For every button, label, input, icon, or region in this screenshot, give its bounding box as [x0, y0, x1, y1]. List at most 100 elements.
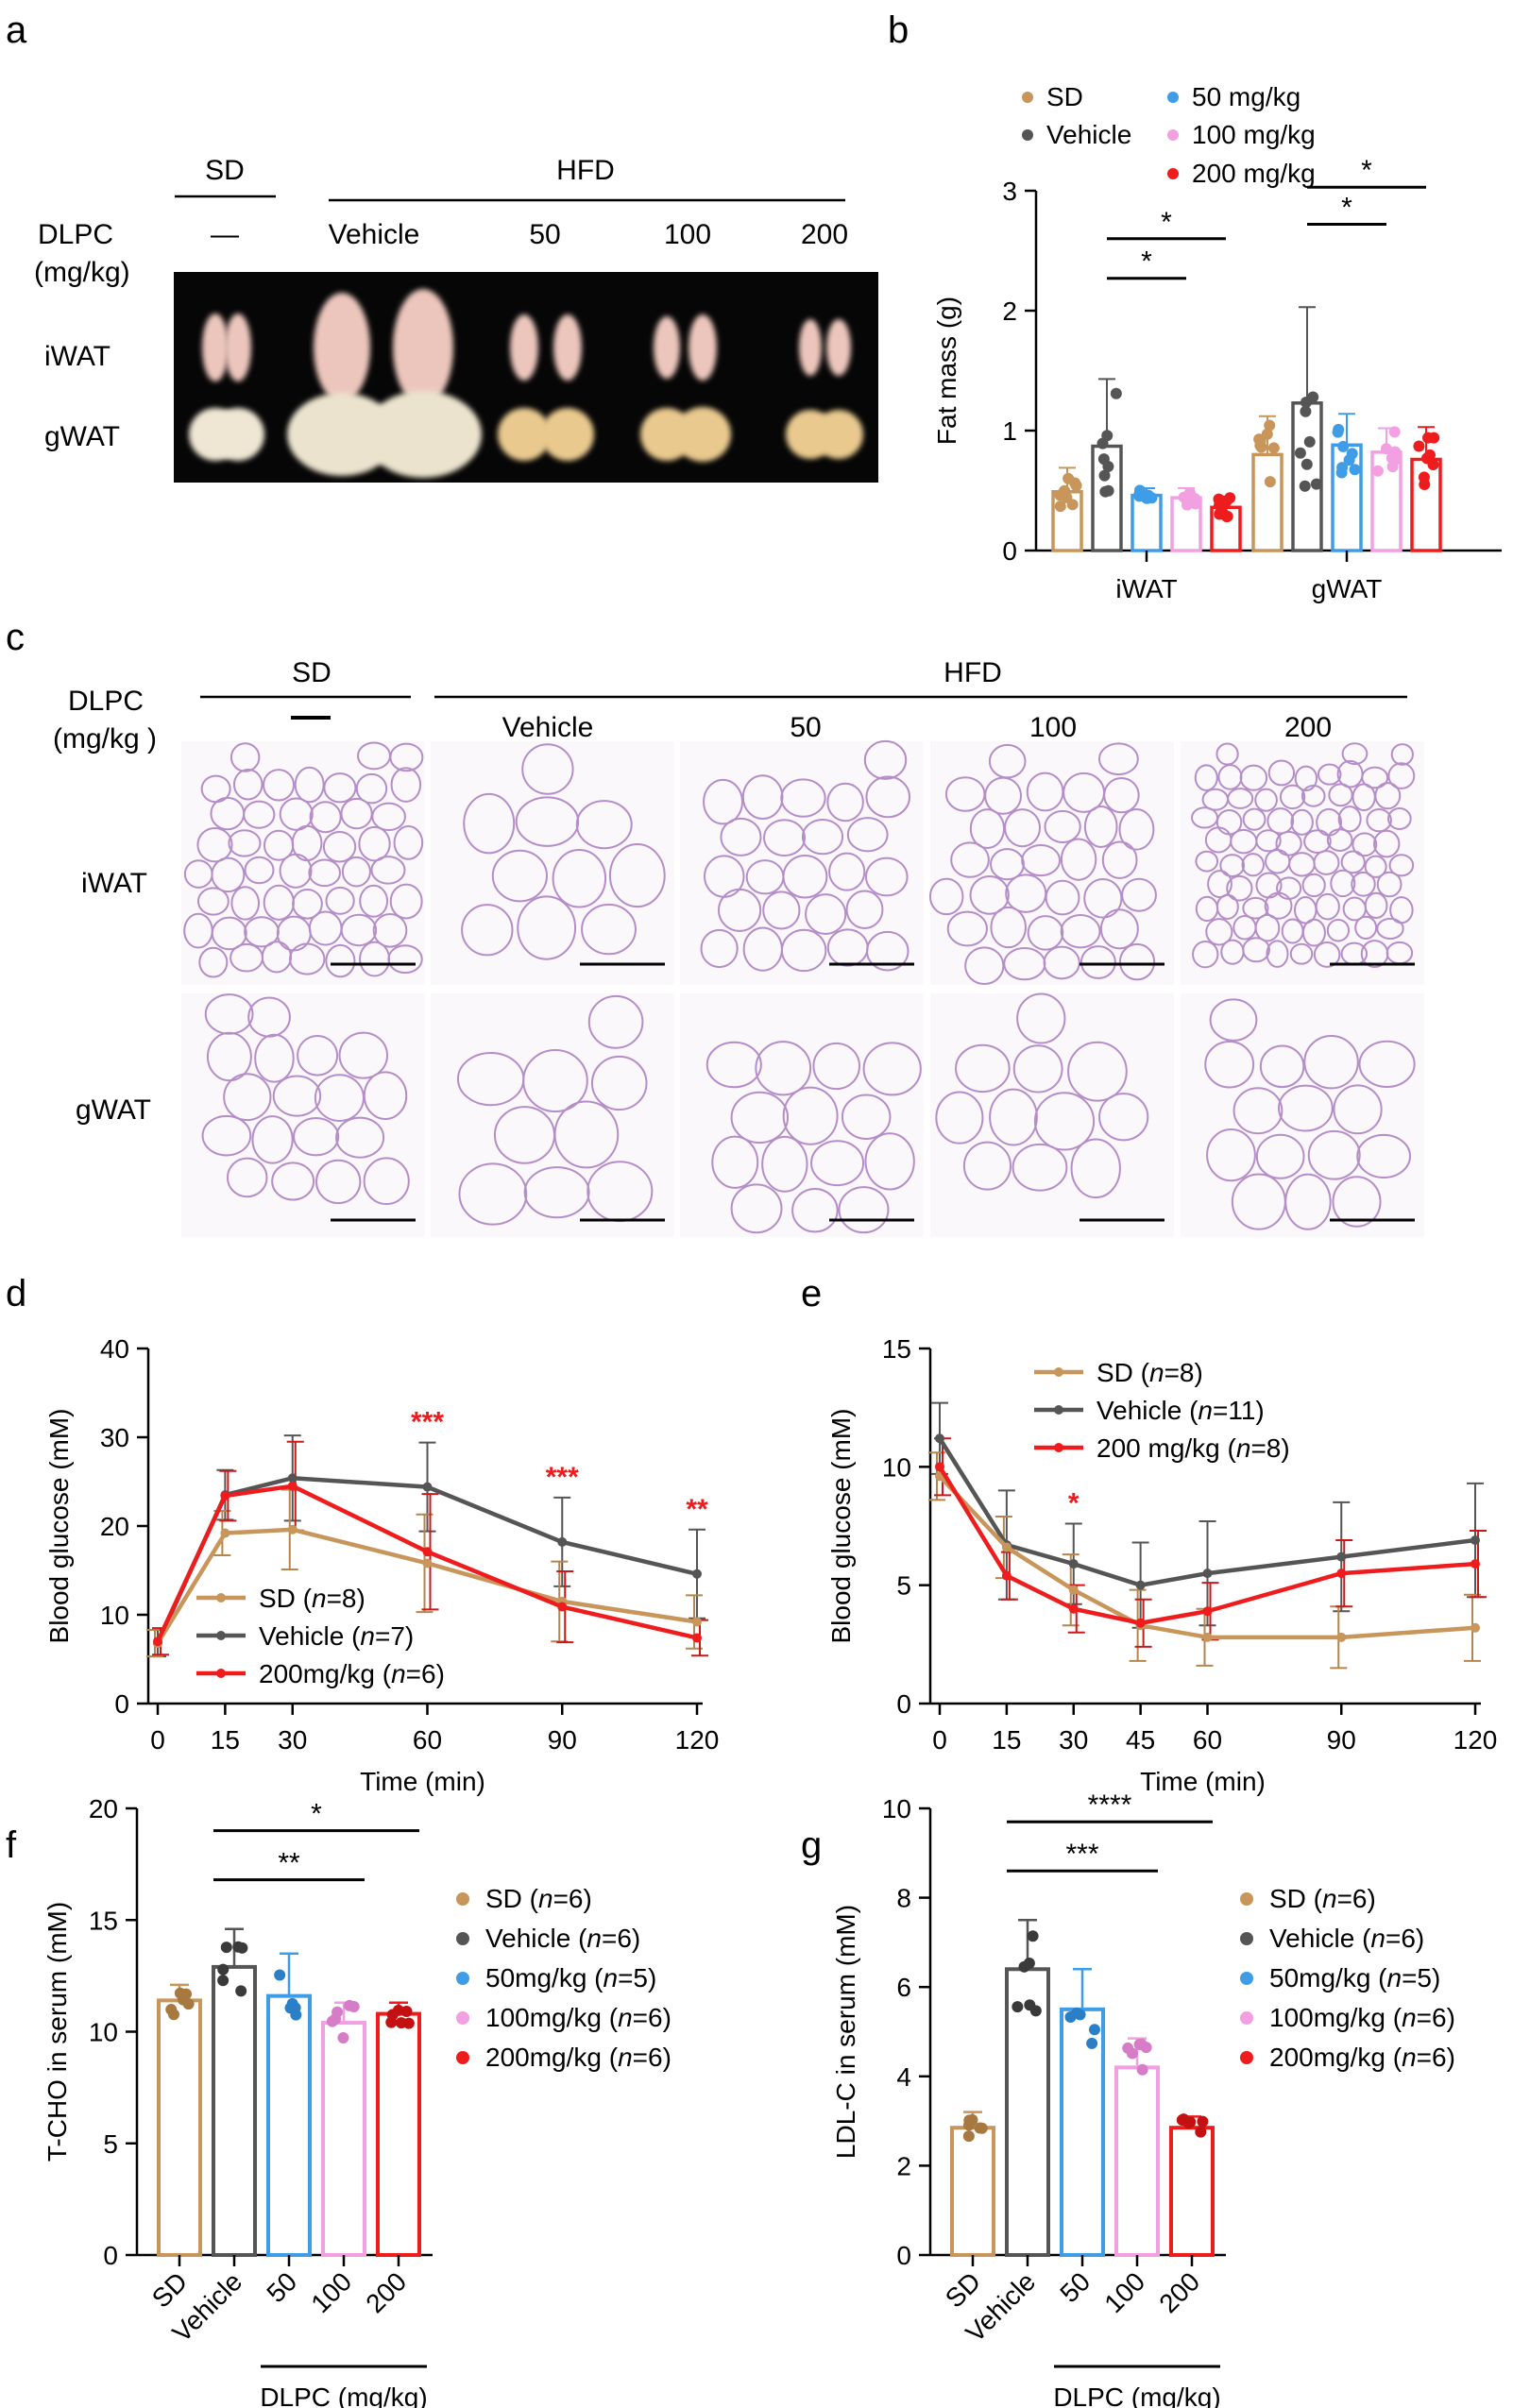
chart-d: 0 10 20 30 40 Blood glucose (mM) 0 15 30 60 90 120 T…	[44, 1334, 719, 1796]
adipocyte-cell	[862, 1042, 922, 1096]
adipocyte-cell	[521, 743, 574, 795]
1-y-tick-label: 40	[100, 1334, 129, 1364]
adipocyte-cell	[201, 1114, 252, 1157]
adipocyte-cell	[1067, 1041, 1128, 1102]
adipocyte-cell	[393, 825, 424, 860]
adipocyte-cell	[962, 1141, 1012, 1191]
adipocyte-cell	[826, 782, 864, 822]
iwat-sample	[799, 319, 822, 376]
adipocyte-cell	[587, 994, 644, 1049]
chart-d-legend-marker	[216, 1593, 226, 1603]
chart-g-point	[1086, 2037, 1098, 2049]
adipocyte-cell	[297, 1034, 339, 1077]
iwat-sample	[393, 289, 453, 406]
iwat-sample	[510, 314, 538, 381]
panel-c-row-iwat: iWAT	[81, 868, 147, 899]
adipocyte-cell	[552, 849, 607, 908]
chart-e-point	[1135, 1618, 1146, 1628]
gwat-sample	[541, 408, 594, 461]
adipocyte-cell	[458, 1162, 528, 1226]
adipocyte-cell	[463, 792, 516, 855]
adipocyte-cell	[251, 1115, 294, 1164]
adipocyte-cell	[1266, 940, 1289, 968]
chart-f-legend-label: Vehicle (n=6)	[485, 1924, 640, 1953]
chart-d-point	[692, 1617, 702, 1627]
adipocyte-cell	[1364, 855, 1387, 878]
adipocyte-cell	[1012, 1143, 1068, 1192]
3-y-tick-label: 0	[103, 2241, 118, 2270]
iwat-sample	[202, 314, 229, 382]
chart-e-point	[1001, 1570, 1012, 1581]
adipocyte-cell	[1194, 764, 1218, 791]
adipocyte-cell	[1284, 1173, 1332, 1230]
adipocyte-cell	[338, 1031, 389, 1079]
chart-g-bar-200	[1169, 2126, 1215, 2258]
chart-e-x-tick-label: 15	[992, 1725, 1021, 1755]
adipocyte-cell	[196, 887, 230, 916]
adipocyte-cell	[263, 769, 296, 802]
adipocyte-cell	[990, 906, 1027, 949]
chart-d-significance-label: **	[686, 1494, 708, 1525]
chart-f-point	[402, 2017, 415, 2029]
chart-e-point	[1202, 1606, 1213, 1617]
adipocyte-cell	[1387, 807, 1412, 830]
adipocyte-cell	[845, 890, 884, 930]
adipocyte-cell	[1098, 1093, 1149, 1142]
adipocyte-cell	[491, 849, 549, 903]
adipocyte-cell	[1294, 765, 1318, 792]
chart-e-point	[1068, 1603, 1079, 1614]
0-y-tick-label: 2	[1002, 297, 1017, 326]
3-y-tick-label: 10	[89, 2018, 118, 2047]
adipocyte-cell	[1352, 832, 1378, 857]
adipocyte-cell	[964, 946, 1005, 986]
4-y-tick-label: 2	[896, 2151, 911, 2180]
adipocyte-cell	[372, 912, 408, 948]
chart-d-legend-label: SD (n=8)	[259, 1584, 366, 1613]
chart-g-legend-label: Vehicle (n=6)	[1269, 1924, 1424, 1953]
adipocyte-cell	[730, 1183, 783, 1234]
1-y-label: Blood glucose (mM)	[44, 1409, 74, 1644]
adipocyte-cell	[355, 772, 388, 805]
adipocyte-cell	[387, 944, 423, 975]
adipocyte-cell	[1121, 877, 1157, 912]
adipocyte-cell	[1254, 788, 1278, 812]
adipocyte-cell	[289, 942, 326, 975]
chart-g-point	[1195, 2126, 1207, 2138]
panel-c-row-gwat: gWAT	[76, 1094, 151, 1126]
panel-c-dlpc-label: DLPC	[68, 686, 144, 717]
chart-f-bar-200	[376, 2011, 421, 2258]
adipocyte-cell	[1060, 838, 1097, 881]
chart-g-bar-50	[1060, 2007, 1105, 2258]
chart-d-point	[557, 1602, 568, 1612]
chart-b-point	[1333, 423, 1345, 435]
chart-f-point	[274, 1969, 286, 1981]
chart-g-legend-label: 50mg/kg (n=5)	[1269, 1963, 1440, 1993]
2-y-label: Blood glucose (mM)	[826, 1409, 856, 1644]
chart-b-point	[1303, 435, 1316, 448]
panel-a-row-gwat: gWAT	[44, 421, 120, 452]
chart-d-x-label: Time (min)	[360, 1767, 485, 1796]
chart-b-point	[1371, 465, 1384, 477]
panel-c-sd-label: SD	[292, 657, 332, 688]
adipocyte-cell	[1266, 807, 1295, 835]
adipocyte-cell	[1205, 918, 1233, 946]
adipocyte-cell	[211, 916, 247, 951]
adipocyte-cell	[279, 797, 314, 831]
chart-f-legend-label: SD (n=6)	[485, 1884, 592, 1913]
chart-f-significance-label: **	[278, 1848, 300, 1879]
histology-tile	[680, 741, 924, 985]
chart-f-point	[236, 1942, 248, 1954]
adipocyte-cell	[522, 1048, 588, 1113]
chart-g-bar-SD	[950, 2126, 995, 2258]
adipocyte-cell	[608, 843, 666, 908]
adipocyte-cell	[389, 883, 423, 920]
adipocyte-cell	[325, 943, 356, 978]
chart-e-x-label: Time (min)	[1140, 1767, 1266, 1796]
adipocyte-cell	[363, 1071, 408, 1120]
chart-f-point	[385, 2016, 398, 2028]
chart-e-legend-label: 200 mg/kg (n=8)	[1096, 1433, 1290, 1463]
iwat-sample	[826, 319, 851, 376]
adipocyte-cell	[1376, 917, 1404, 941]
chart-b-point	[1098, 469, 1111, 482]
chart-b-legend-marker	[1022, 92, 1033, 103]
